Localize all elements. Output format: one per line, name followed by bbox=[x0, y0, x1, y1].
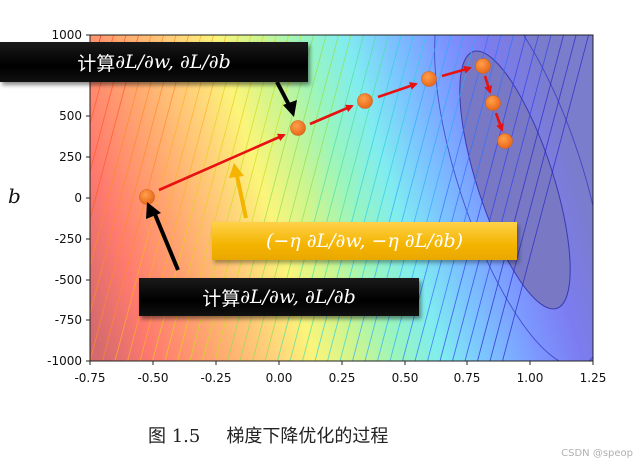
x-tick: 0.25 bbox=[328, 371, 356, 385]
y-tick: -500 bbox=[54, 273, 82, 287]
y-tick: -1000 bbox=[47, 354, 82, 368]
callout-prefix: 计算 bbox=[202, 287, 241, 310]
callout-compute-gradient-bottom: 计算 ∂L/∂w, ∂L/∂b bbox=[139, 278, 419, 316]
watermark: CSDN @speop bbox=[561, 448, 633, 459]
callout-math: ∂L/∂w, ∂L/∂b bbox=[115, 51, 231, 73]
x-tick: 0.50 bbox=[391, 371, 419, 385]
x-tick: 1.00 bbox=[516, 371, 544, 385]
path-point-2 bbox=[357, 93, 373, 109]
path-point-5 bbox=[485, 95, 501, 111]
y-tick: 1000 bbox=[51, 28, 82, 42]
x-tick: -0.25 bbox=[200, 371, 232, 385]
callout-prefix: 计算 bbox=[77, 52, 116, 75]
y-tick: 500 bbox=[59, 109, 82, 123]
y-tick: -750 bbox=[54, 313, 82, 327]
pointer-arrows bbox=[146, 81, 297, 271]
y-tick: 250 bbox=[59, 150, 82, 164]
path-point-1 bbox=[290, 120, 306, 136]
x-axis-ticks bbox=[89, 361, 594, 365]
callout-update-step: (−η ∂L/∂w, −η ∂L/∂b) bbox=[212, 222, 517, 260]
descent-points bbox=[139, 58, 513, 205]
path-point-4 bbox=[475, 58, 491, 74]
callout-compute-gradient-top: 计算 ∂L/∂w, ∂L/∂b bbox=[0, 42, 308, 82]
y-axis-ticks bbox=[86, 34, 90, 362]
y-axis-label: b bbox=[8, 184, 21, 208]
path-point-6 bbox=[497, 133, 513, 149]
y-tick: 0 bbox=[74, 191, 82, 205]
caption-number: 图 1.5 bbox=[148, 426, 201, 447]
callout-math: ∂L/∂w, ∂L/∂b bbox=[240, 286, 356, 308]
x-tick: -0.75 bbox=[74, 371, 106, 385]
x-tick: 0.00 bbox=[265, 371, 293, 385]
arrowhead-black-top-icon bbox=[283, 100, 297, 117]
arrowhead-gold-icon bbox=[229, 163, 244, 178]
path-point-3 bbox=[421, 71, 437, 87]
descent-path bbox=[158, 65, 504, 192]
x-tick: -0.50 bbox=[137, 371, 169, 385]
figure-caption: 图 1.5 梯度下降优化的过程 bbox=[148, 422, 388, 448]
arrowhead-black-bottom-icon bbox=[146, 202, 161, 219]
x-tick: 1.25 bbox=[579, 371, 607, 385]
caption-text: 梯度下降优化的过程 bbox=[226, 426, 389, 447]
callout-math: (−η ∂L/∂w, −η ∂L/∂b) bbox=[265, 230, 464, 252]
x-tick: 0.75 bbox=[453, 371, 481, 385]
y-tick: -250 bbox=[54, 232, 82, 246]
